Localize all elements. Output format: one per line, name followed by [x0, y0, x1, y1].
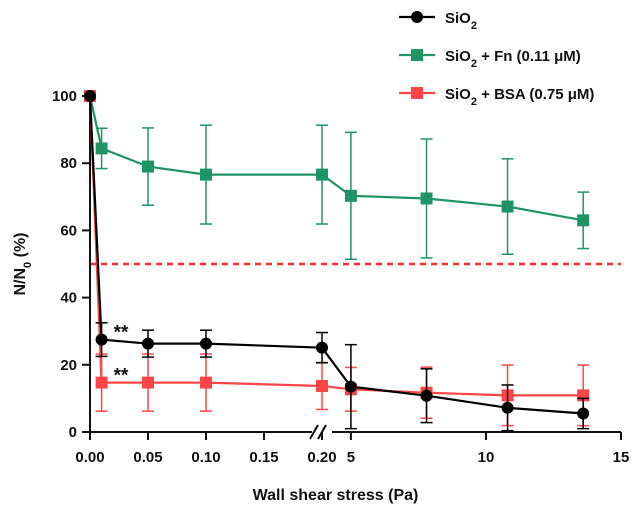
x-tick-label: 0.05	[133, 449, 162, 466]
data-point	[501, 401, 514, 414]
x-tick-label: 10	[478, 449, 495, 466]
data-point	[501, 200, 514, 213]
data-point	[142, 376, 154, 389]
y-tick-label: 40	[60, 290, 77, 307]
legend-label: SiO2 + Fn (0.11 μM)	[445, 48, 581, 70]
data-point	[200, 168, 212, 181]
legend-marker	[411, 11, 423, 23]
axis-break-mark	[309, 424, 319, 440]
data-point	[344, 189, 357, 202]
legend-item-1: SiO2 + Fn (0.11 μM)	[399, 48, 581, 70]
data-point	[200, 376, 212, 389]
legend-item-0: SiO2	[399, 10, 477, 32]
data-point	[316, 168, 328, 181]
data-point	[95, 333, 108, 346]
legend-item-2: SiO2 + BSA (0.75 μM)	[399, 86, 594, 108]
legend-marker	[411, 87, 423, 99]
y-axis-title: N/N0 (%)	[12, 232, 34, 295]
data-point	[316, 379, 328, 392]
data-point	[142, 160, 154, 173]
data-point	[142, 337, 154, 350]
y-tick-label: 20	[60, 357, 77, 374]
data-point	[95, 376, 108, 389]
data-point	[95, 142, 108, 155]
x-tick-label: 5	[347, 449, 355, 466]
y-tick-label: 80	[60, 155, 77, 172]
series-line	[88, 95, 584, 397]
data-point	[84, 90, 96, 102]
y-tick-label: 100	[52, 88, 77, 105]
series-0	[84, 90, 590, 432]
y-tick-label: 60	[60, 222, 77, 239]
legend-marker	[411, 49, 423, 61]
data-point	[577, 214, 590, 227]
x-tick-label: 0.10	[191, 449, 220, 466]
data-point	[420, 192, 433, 205]
x-tick-label: 0.00	[75, 449, 104, 466]
legend: SiO2 SiO2 + Fn (0.11 μM) SiO2 + BSA (0.75 …	[399, 10, 594, 108]
y-tick-label: 0	[69, 424, 77, 441]
legend-label: SiO2	[445, 10, 477, 32]
annotation-layer: ** **	[114, 323, 129, 387]
legend-label: SiO2 + BSA (0.75 μM)	[445, 86, 594, 108]
series-layer	[84, 90, 590, 432]
series-2	[84, 90, 590, 427]
data-point	[200, 337, 212, 350]
x-tick-label: 0.20	[307, 449, 336, 466]
data-point	[577, 407, 590, 420]
significance-annotation: **	[114, 323, 129, 344]
x-tick-label: 15	[613, 449, 630, 466]
x-tick-label: 0.15	[249, 449, 278, 466]
data-point	[420, 389, 433, 402]
data-point	[316, 341, 328, 354]
series-1	[84, 90, 590, 261]
axes: 0 20 40 60 80 100 0.00 0.05 0.10 0.15 0.20 5 10 15 Wal…	[12, 88, 629, 504]
x-axis-title: Wall shear stress (Pa)	[253, 487, 419, 504]
significance-annotation: **	[114, 366, 129, 387]
data-point	[344, 380, 357, 393]
